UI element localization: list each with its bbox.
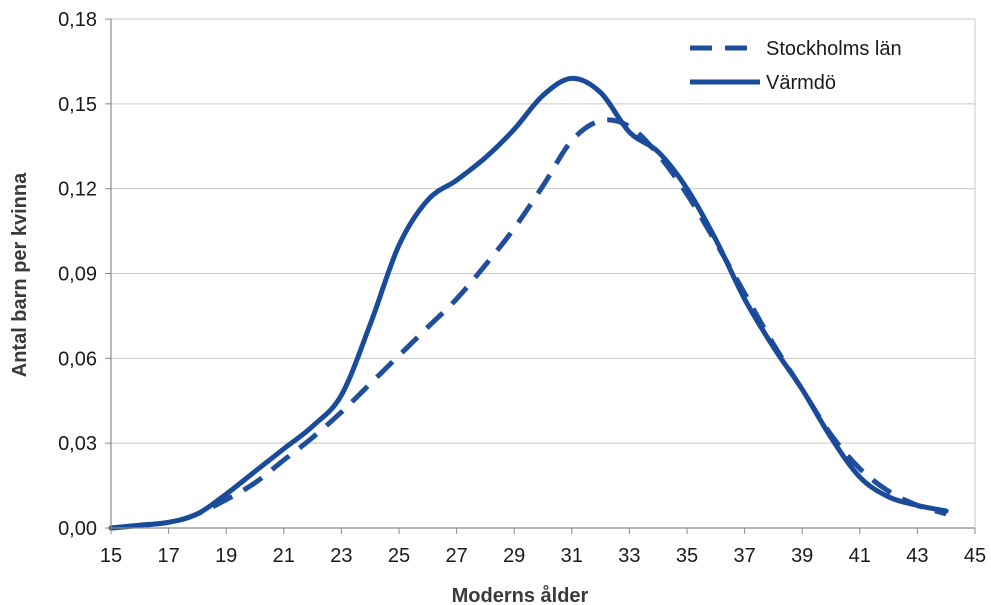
x-tick-label: 41 [849, 545, 871, 567]
x-tick-label: 31 [561, 545, 583, 567]
x-tick-label: 19 [215, 545, 237, 567]
x-tick-label: 23 [330, 545, 352, 567]
legend: Stockholms län Värmdö [690, 38, 902, 94]
x-tick-label: 39 [791, 545, 813, 567]
x-tick-labels: 15 17 19 21 23 25 27 29 31 33 35 37 39 41 43 45 [100, 545, 986, 567]
x-tick-label: 17 [157, 545, 179, 567]
legend-label-varmdo: Värmdö [766, 72, 836, 94]
axes [105, 18, 976, 534]
y-tick-label: 0,15 [58, 94, 97, 116]
x-tick-label: 27 [445, 545, 467, 567]
y-tick-label: 0,06 [58, 348, 97, 370]
y-tick-labels: 0,00 0,03 0,06 0,09 0,12 0,15 0,18 [58, 9, 97, 540]
series-lines [108, 75, 949, 531]
legend-label-stockholms-lan: Stockholms län [766, 38, 902, 60]
series-line-stockholms-lan [110, 117, 947, 531]
series-line-varmdo [108, 75, 949, 531]
y-tick-label: 0,12 [58, 179, 97, 201]
x-axis-title: Moderns ålder [452, 584, 589, 605]
x-tick-label: 33 [618, 545, 640, 567]
grid-lines [111, 18, 975, 444]
y-tick-label: 0,03 [58, 433, 97, 455]
x-tick-label: 29 [503, 545, 525, 567]
y-axis-title: Antal barn per kvinna [9, 172, 31, 377]
x-tick-label: 43 [906, 545, 928, 567]
y-tick-label: 0,00 [58, 518, 97, 540]
x-tick-label: 21 [273, 545, 295, 567]
y-tick-label: 0,09 [58, 264, 97, 286]
x-tick-label: 37 [733, 545, 755, 567]
x-tick-label: 25 [388, 545, 410, 567]
y-tick-label: 0,18 [58, 9, 97, 31]
x-tick-label: 45 [964, 545, 986, 567]
x-tick-label: 35 [676, 545, 698, 567]
x-tick-label: 15 [100, 545, 122, 567]
